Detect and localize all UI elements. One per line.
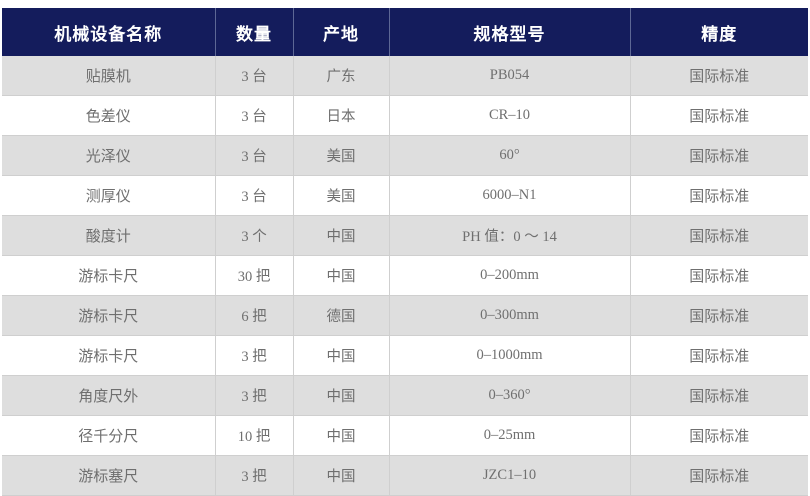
table-row: 酸度计 3 个中国 PH 值：0 ～ 14 国际标准 [2, 215, 808, 256]
cell-name: 角度尺外 [2, 375, 216, 416]
cell-spec: PH 值：0 ～ 14 [389, 215, 631, 256]
cell-spec: 6000–N1 [389, 175, 631, 216]
cell-quantity: 3 台 [215, 175, 294, 216]
cell-name: 游标卡尺 [2, 295, 216, 336]
equipment-specification-table: 机械设备名称 数量 产地 规格型号 精度 贴膜机 3 台广东 PB054 国际标准 色差… [2, 8, 808, 496]
table-row: 测厚仪 3 台美国 6000–N1 国际标准 [2, 175, 808, 216]
cell-accuracy: 国际标准 [630, 56, 808, 96]
table-header: 机械设备名称 数量 产地 规格型号 精度 [2, 8, 808, 56]
cell-origin: 德国 [293, 295, 390, 336]
cell-accuracy: 国际标准 [630, 455, 808, 496]
cell-accuracy: 国际标准 [630, 375, 808, 416]
cell-quantity: 3 把 [215, 375, 294, 416]
cell-origin: 中国 [293, 375, 390, 416]
cell-origin: 日本 [293, 95, 390, 136]
cell-spec: 0–1000mm [389, 335, 631, 376]
cell-origin: 中国 [293, 215, 390, 256]
cell-accuracy: 国际标准 [630, 335, 808, 376]
cell-quantity: 30 把 [215, 255, 294, 296]
cell-name: 色差仪 [2, 95, 216, 136]
cell-origin: 美国 [293, 175, 390, 216]
cell-name: 酸度计 [2, 215, 216, 256]
column-header-name: 机械设备名称 [2, 8, 216, 56]
cell-quantity: 3 台 [215, 56, 294, 96]
table-row: 游标卡尺 6 把德国 0–300mm 国际标准 [2, 295, 808, 336]
table-body: 贴膜机 3 台广东 PB054 国际标准 色差仪 3 台日本 CR–10 国际标准 光泽仪 3 台… [2, 56, 808, 496]
cell-accuracy: 国际标准 [630, 415, 808, 456]
cell-accuracy: 国际标准 [630, 255, 808, 296]
cell-origin: 中国 [293, 255, 390, 296]
table-row: 游标卡尺 3 把中国 0–1000mm 国际标准 [2, 335, 808, 376]
cell-quantity: 3 台 [215, 95, 294, 136]
table-row: 径千分尺 10 把中国 0–25mm 国际标准 [2, 415, 808, 456]
cell-quantity: 3 台 [215, 135, 294, 176]
cell-spec: CR–10 [389, 95, 631, 136]
cell-origin: 广东 [293, 56, 390, 96]
cell-name: 游标卡尺 [2, 335, 216, 376]
cell-quantity: 3 把 [215, 335, 294, 376]
equipment-table-container: 机械设备名称 数量 产地 规格型号 精度 贴膜机 3 台广东 PB054 国际标准 色差… [2, 8, 808, 496]
cell-origin: 美国 [293, 135, 390, 176]
column-header-quantity: 数量 [215, 8, 294, 56]
cell-name: 测厚仪 [2, 175, 216, 216]
cell-quantity: 3 个 [215, 215, 294, 256]
cell-spec: 60° [389, 135, 631, 176]
cell-accuracy: 国际标准 [630, 215, 808, 256]
table-row: 光泽仪 3 台美国 60° 国际标准 [2, 135, 808, 176]
cell-spec: PB054 [389, 56, 631, 96]
cell-accuracy: 国际标准 [630, 95, 808, 136]
cell-origin: 中国 [293, 335, 390, 376]
cell-spec: 0–200mm [389, 255, 631, 296]
cell-spec: 0–300mm [389, 295, 631, 336]
cell-spec: 0–25mm [389, 415, 631, 456]
table-row: 游标塞尺 3 把中国 JZC1–10 国际标准 [2, 455, 808, 496]
cell-spec: JZC1–10 [389, 455, 631, 496]
table-row: 角度尺外 3 把中国 0–360° 国际标准 [2, 375, 808, 416]
table-header-row: 机械设备名称 数量 产地 规格型号 精度 [2, 8, 808, 56]
cell-accuracy: 国际标准 [630, 175, 808, 216]
cell-name: 游标卡尺 [2, 255, 216, 296]
cell-accuracy: 国际标准 [630, 295, 808, 336]
table-row: 色差仪 3 台日本 CR–10 国际标准 [2, 95, 808, 136]
cell-origin: 中国 [293, 415, 390, 456]
cell-quantity: 3 把 [215, 455, 294, 496]
table-row: 贴膜机 3 台广东 PB054 国际标准 [2, 56, 808, 96]
cell-name: 光泽仪 [2, 135, 216, 176]
cell-quantity: 10 把 [215, 415, 294, 456]
column-header-origin: 产地 [293, 8, 390, 56]
cell-name: 贴膜机 [2, 56, 216, 96]
column-header-spec: 规格型号 [389, 8, 631, 56]
cell-accuracy: 国际标准 [630, 135, 808, 176]
column-header-accuracy: 精度 [630, 8, 808, 56]
cell-name: 游标塞尺 [2, 455, 216, 496]
cell-spec: 0–360° [389, 375, 631, 416]
cell-origin: 中国 [293, 455, 390, 496]
table-row: 游标卡尺 30 把中国 0–200mm 国际标准 [2, 255, 808, 296]
cell-quantity: 6 把 [215, 295, 294, 336]
cell-name: 径千分尺 [2, 415, 216, 456]
